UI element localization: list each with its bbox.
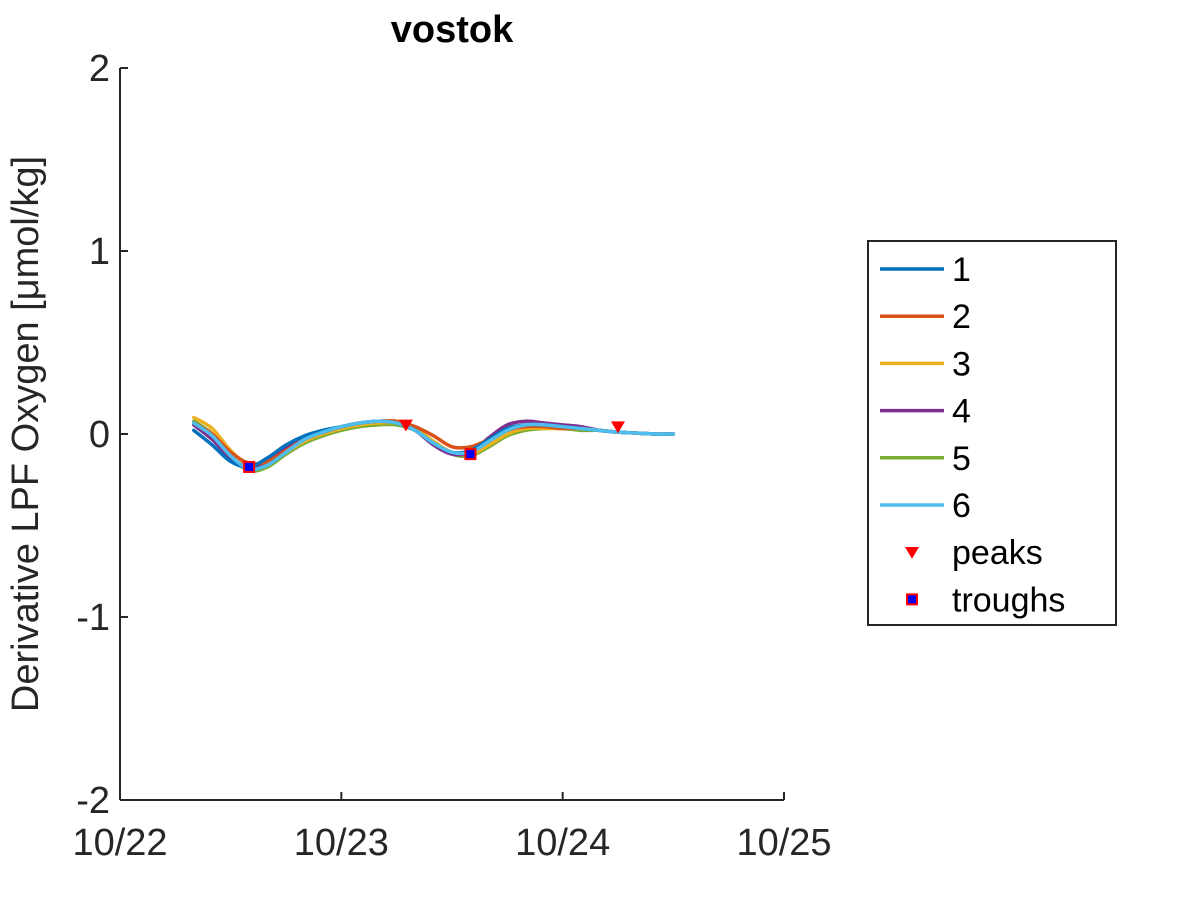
- legend-label: 6: [952, 487, 971, 525]
- trough-marker: [464, 448, 477, 461]
- legend: 1 2 3 4 5 6 peaks troughs: [867, 240, 1117, 626]
- x-tick-label: 10/22: [72, 822, 167, 864]
- legend-label: 2: [952, 298, 971, 336]
- peak-marker: [398, 419, 413, 432]
- trough-marker: [243, 460, 256, 473]
- y-tick-label: -2: [76, 780, 110, 822]
- legend-label: 4: [952, 393, 971, 431]
- axes: -2 -1 0 1 2 10/22 10/23 10/24 10/25: [72, 48, 831, 864]
- legend-label: 1: [952, 251, 971, 289]
- y-axis-label: Derivative LPF Oxygen [μmol/kg]: [5, 156, 47, 712]
- y-tick-label: 0: [89, 414, 110, 456]
- y-tick-label: 1: [89, 231, 110, 273]
- x-tick-label: 10/23: [294, 822, 389, 864]
- legend-label: 3: [952, 345, 971, 383]
- chart-title: vostok: [391, 9, 514, 51]
- series-line-6: [192, 419, 676, 471]
- y-tick-label: 2: [89, 48, 110, 90]
- peak-marker: [611, 421, 625, 434]
- x-tick-label: 10/24: [515, 822, 610, 864]
- legend-box: [867, 240, 1117, 626]
- plot-area: [192, 415, 676, 473]
- legend-label: 5: [952, 440, 971, 478]
- legend-troughs-marker: [906, 593, 918, 606]
- legend-peaks-marker: [905, 546, 919, 559]
- y-tick-label: -1: [76, 597, 110, 639]
- legend-label: troughs: [952, 581, 1065, 619]
- x-tick-label: 10/25: [736, 822, 831, 864]
- legend-label: peaks: [952, 534, 1043, 572]
